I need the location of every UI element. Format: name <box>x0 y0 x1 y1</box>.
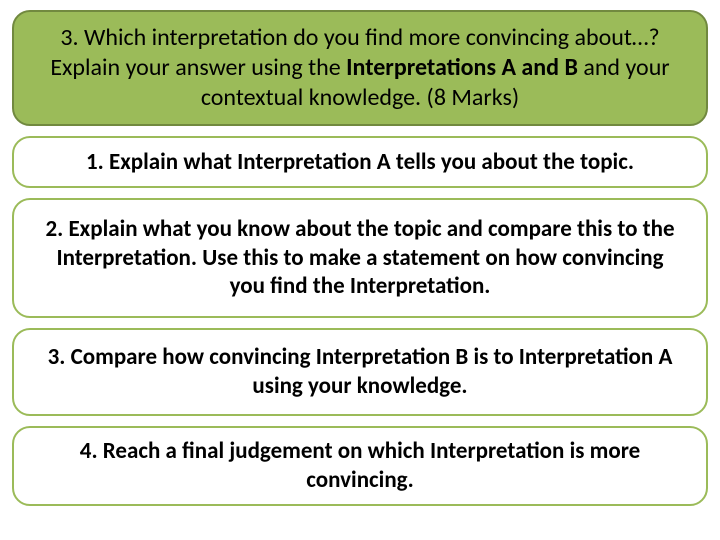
header-bold: Interpretations A and B <box>346 53 578 82</box>
step-1: 1. Explain what Interpretation A tells y… <box>12 136 708 188</box>
step-1-text: 1. Explain what Interpretation A tells y… <box>86 148 634 177</box>
step-2-text: 2. Explain what you know about the topic… <box>38 215 682 301</box>
step-4-text: 4. Reach a final judgement on which Inte… <box>38 437 682 495</box>
step-4: 4. Reach a final judgement on which Inte… <box>12 426 708 506</box>
step-3-text: 3. Compare how convincing Interpretation… <box>38 343 682 401</box>
step-2: 2. Explain what you know about the topic… <box>12 198 708 318</box>
question-header: 3. Which interpretation do you find more… <box>12 10 708 126</box>
step-3: 3. Compare how convincing Interpretation… <box>12 328 708 416</box>
